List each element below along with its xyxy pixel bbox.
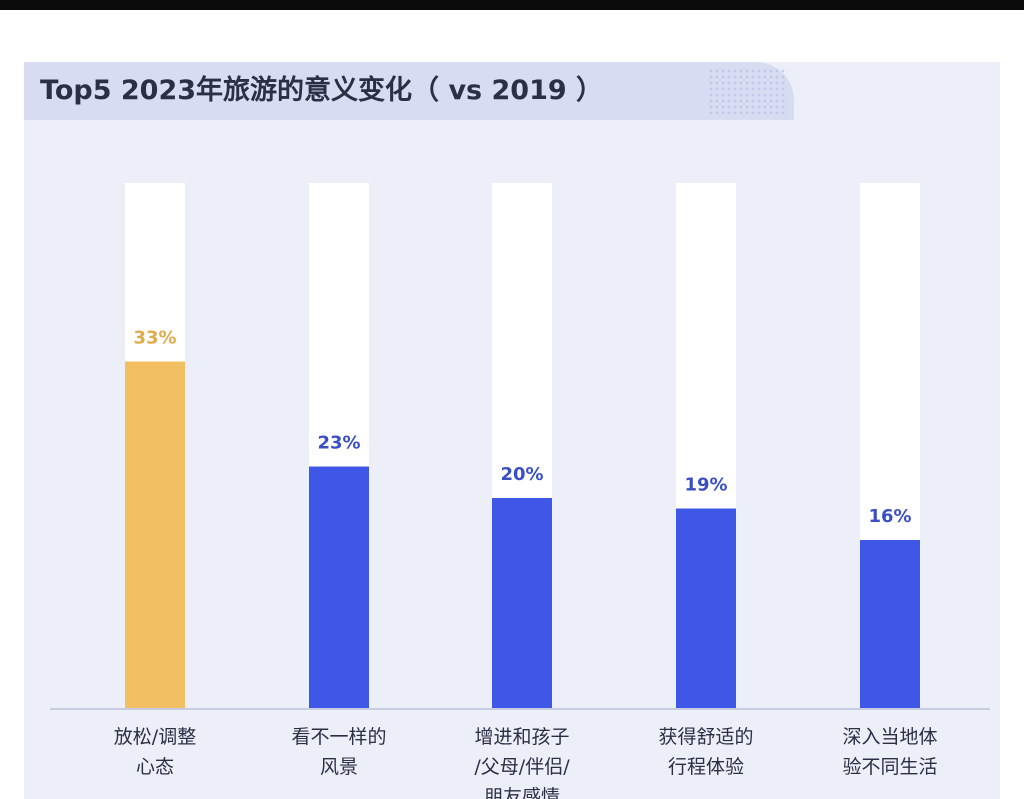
- data-label-1: 33%: [133, 328, 176, 349]
- data-label-3: 20%: [500, 464, 543, 485]
- bar-5: [860, 540, 920, 708]
- category-label-line: 放松/调整: [113, 726, 197, 748]
- top-frame-bar: [0, 0, 1024, 10]
- bar-1: [125, 361, 185, 708]
- data-label-4: 19%: [684, 475, 727, 496]
- category-label-line: 风景: [319, 756, 358, 778]
- category-label-line: 朋友感情: [483, 786, 560, 799]
- bar-2: [309, 466, 369, 708]
- category-label-line: 深入当地体: [842, 726, 938, 748]
- category-label-line: 看不一样的: [291, 726, 387, 748]
- data-label-5: 16%: [868, 506, 911, 527]
- category-label-line: 心态: [135, 756, 174, 778]
- category-label-5: 深入当地体验不同生活: [815, 722, 965, 782]
- bar-3: [492, 498, 552, 708]
- chart-header: Top5 2023年旅游的意义变化（ vs 2019 ）: [24, 62, 794, 120]
- category-label-line: 行程体验: [667, 756, 744, 778]
- category-label-line: 增进和孩子: [474, 726, 570, 748]
- category-label-line: 验不同生活: [842, 756, 938, 778]
- category-label-1: 放松/调整心态: [80, 722, 230, 782]
- bar-4: [676, 508, 736, 708]
- category-label-line: 获得舒适的: [658, 726, 754, 748]
- data-label-2: 23%: [317, 433, 360, 454]
- header-dot-pattern: [708, 68, 786, 114]
- category-label-2: 看不一样的 风景: [264, 722, 414, 782]
- category-label-4: 获得舒适的 行程体验: [631, 722, 781, 782]
- category-label-line: /父母/伴侣/: [474, 756, 570, 778]
- chart-title: Top5 2023年旅游的意义变化（ vs 2019 ）: [40, 75, 604, 106]
- category-label-3: 增进和孩子/父母/伴侣/朋友感情: [447, 722, 597, 799]
